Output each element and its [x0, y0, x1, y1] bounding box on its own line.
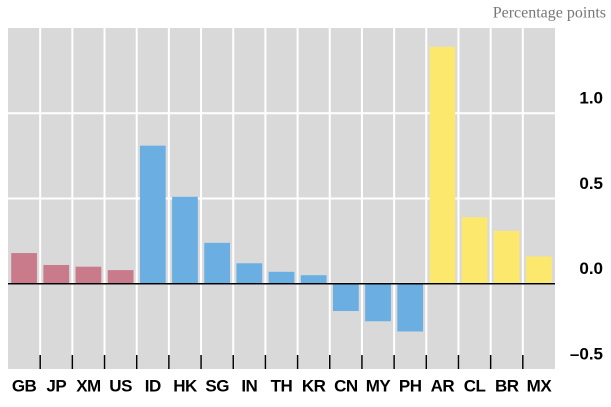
x-tick-label: HK: [173, 376, 198, 395]
y-tick-label: –0.5: [570, 344, 603, 363]
x-tick-label: CL: [464, 376, 486, 395]
x-tick-label: JP: [46, 376, 66, 395]
x-tick-label: AR: [431, 376, 455, 395]
unit-label: Percentage points: [493, 5, 606, 22]
bar: [236, 263, 263, 284]
bar: [429, 46, 456, 284]
bar: [11, 253, 37, 284]
x-tick-label: SG: [205, 376, 229, 395]
y-tick-label: 1.0: [579, 89, 603, 108]
bar: [461, 217, 488, 284]
x-tick-label: IN: [241, 376, 257, 395]
x-tick-label: ID: [145, 376, 161, 395]
y-tick-label: 0.0: [579, 259, 603, 278]
bar: [300, 275, 327, 284]
x-tick-label: KR: [302, 376, 326, 395]
x-tick-label: TH: [271, 376, 293, 395]
x-tick-label: BR: [495, 376, 519, 395]
x-tick-label: GB: [12, 376, 37, 395]
bar: [139, 145, 166, 284]
bar: [397, 283, 424, 332]
x-tick-label: CN: [334, 376, 358, 395]
bar: [268, 271, 295, 284]
x-tick-label: PH: [399, 376, 422, 395]
bar: [526, 256, 552, 284]
x-tick-label: US: [109, 376, 132, 395]
bar: [365, 283, 391, 322]
bar: [107, 270, 134, 284]
bar: [75, 266, 102, 284]
bar: [493, 230, 520, 284]
x-tick-label: MX: [527, 376, 553, 395]
y-tick-label: 0.5: [579, 174, 603, 193]
bar: [332, 283, 359, 312]
bar: [204, 242, 231, 284]
x-tick-label: MY: [366, 376, 392, 395]
bar: [172, 196, 198, 284]
bar: [43, 264, 70, 284]
x-tick-label: XM: [76, 376, 101, 395]
